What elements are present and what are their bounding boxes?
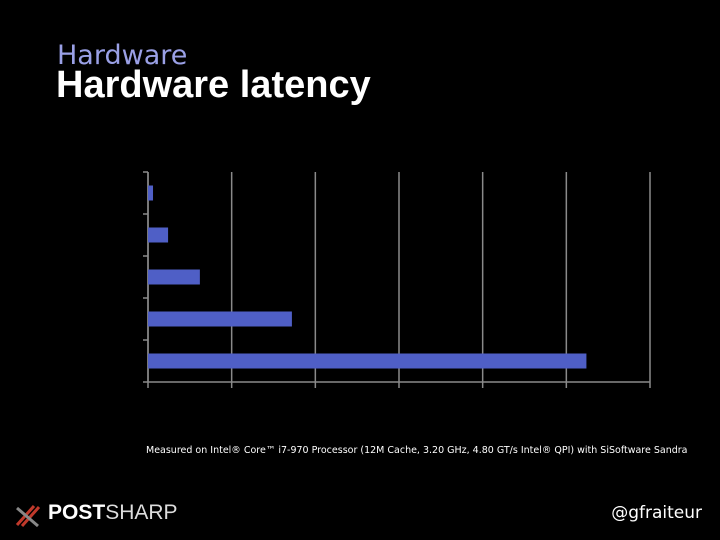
bar xyxy=(148,311,292,327)
bar xyxy=(148,353,587,369)
bar xyxy=(148,227,169,243)
bar xyxy=(148,185,154,201)
logo-text: POSTSHARP xyxy=(48,501,178,525)
chart xyxy=(143,171,651,388)
section-title: Hardware xyxy=(57,40,188,71)
logo-icon xyxy=(15,504,41,528)
logo-bold: POST xyxy=(48,501,106,524)
footnote: Measured on Intel® Core™ i7-970 Processo… xyxy=(146,445,688,456)
bar xyxy=(148,269,200,285)
logo-light: SHARP xyxy=(105,501,178,524)
slide-title: Hardware latency xyxy=(56,64,371,106)
twitter-handle: @gfraiteur xyxy=(611,503,702,523)
